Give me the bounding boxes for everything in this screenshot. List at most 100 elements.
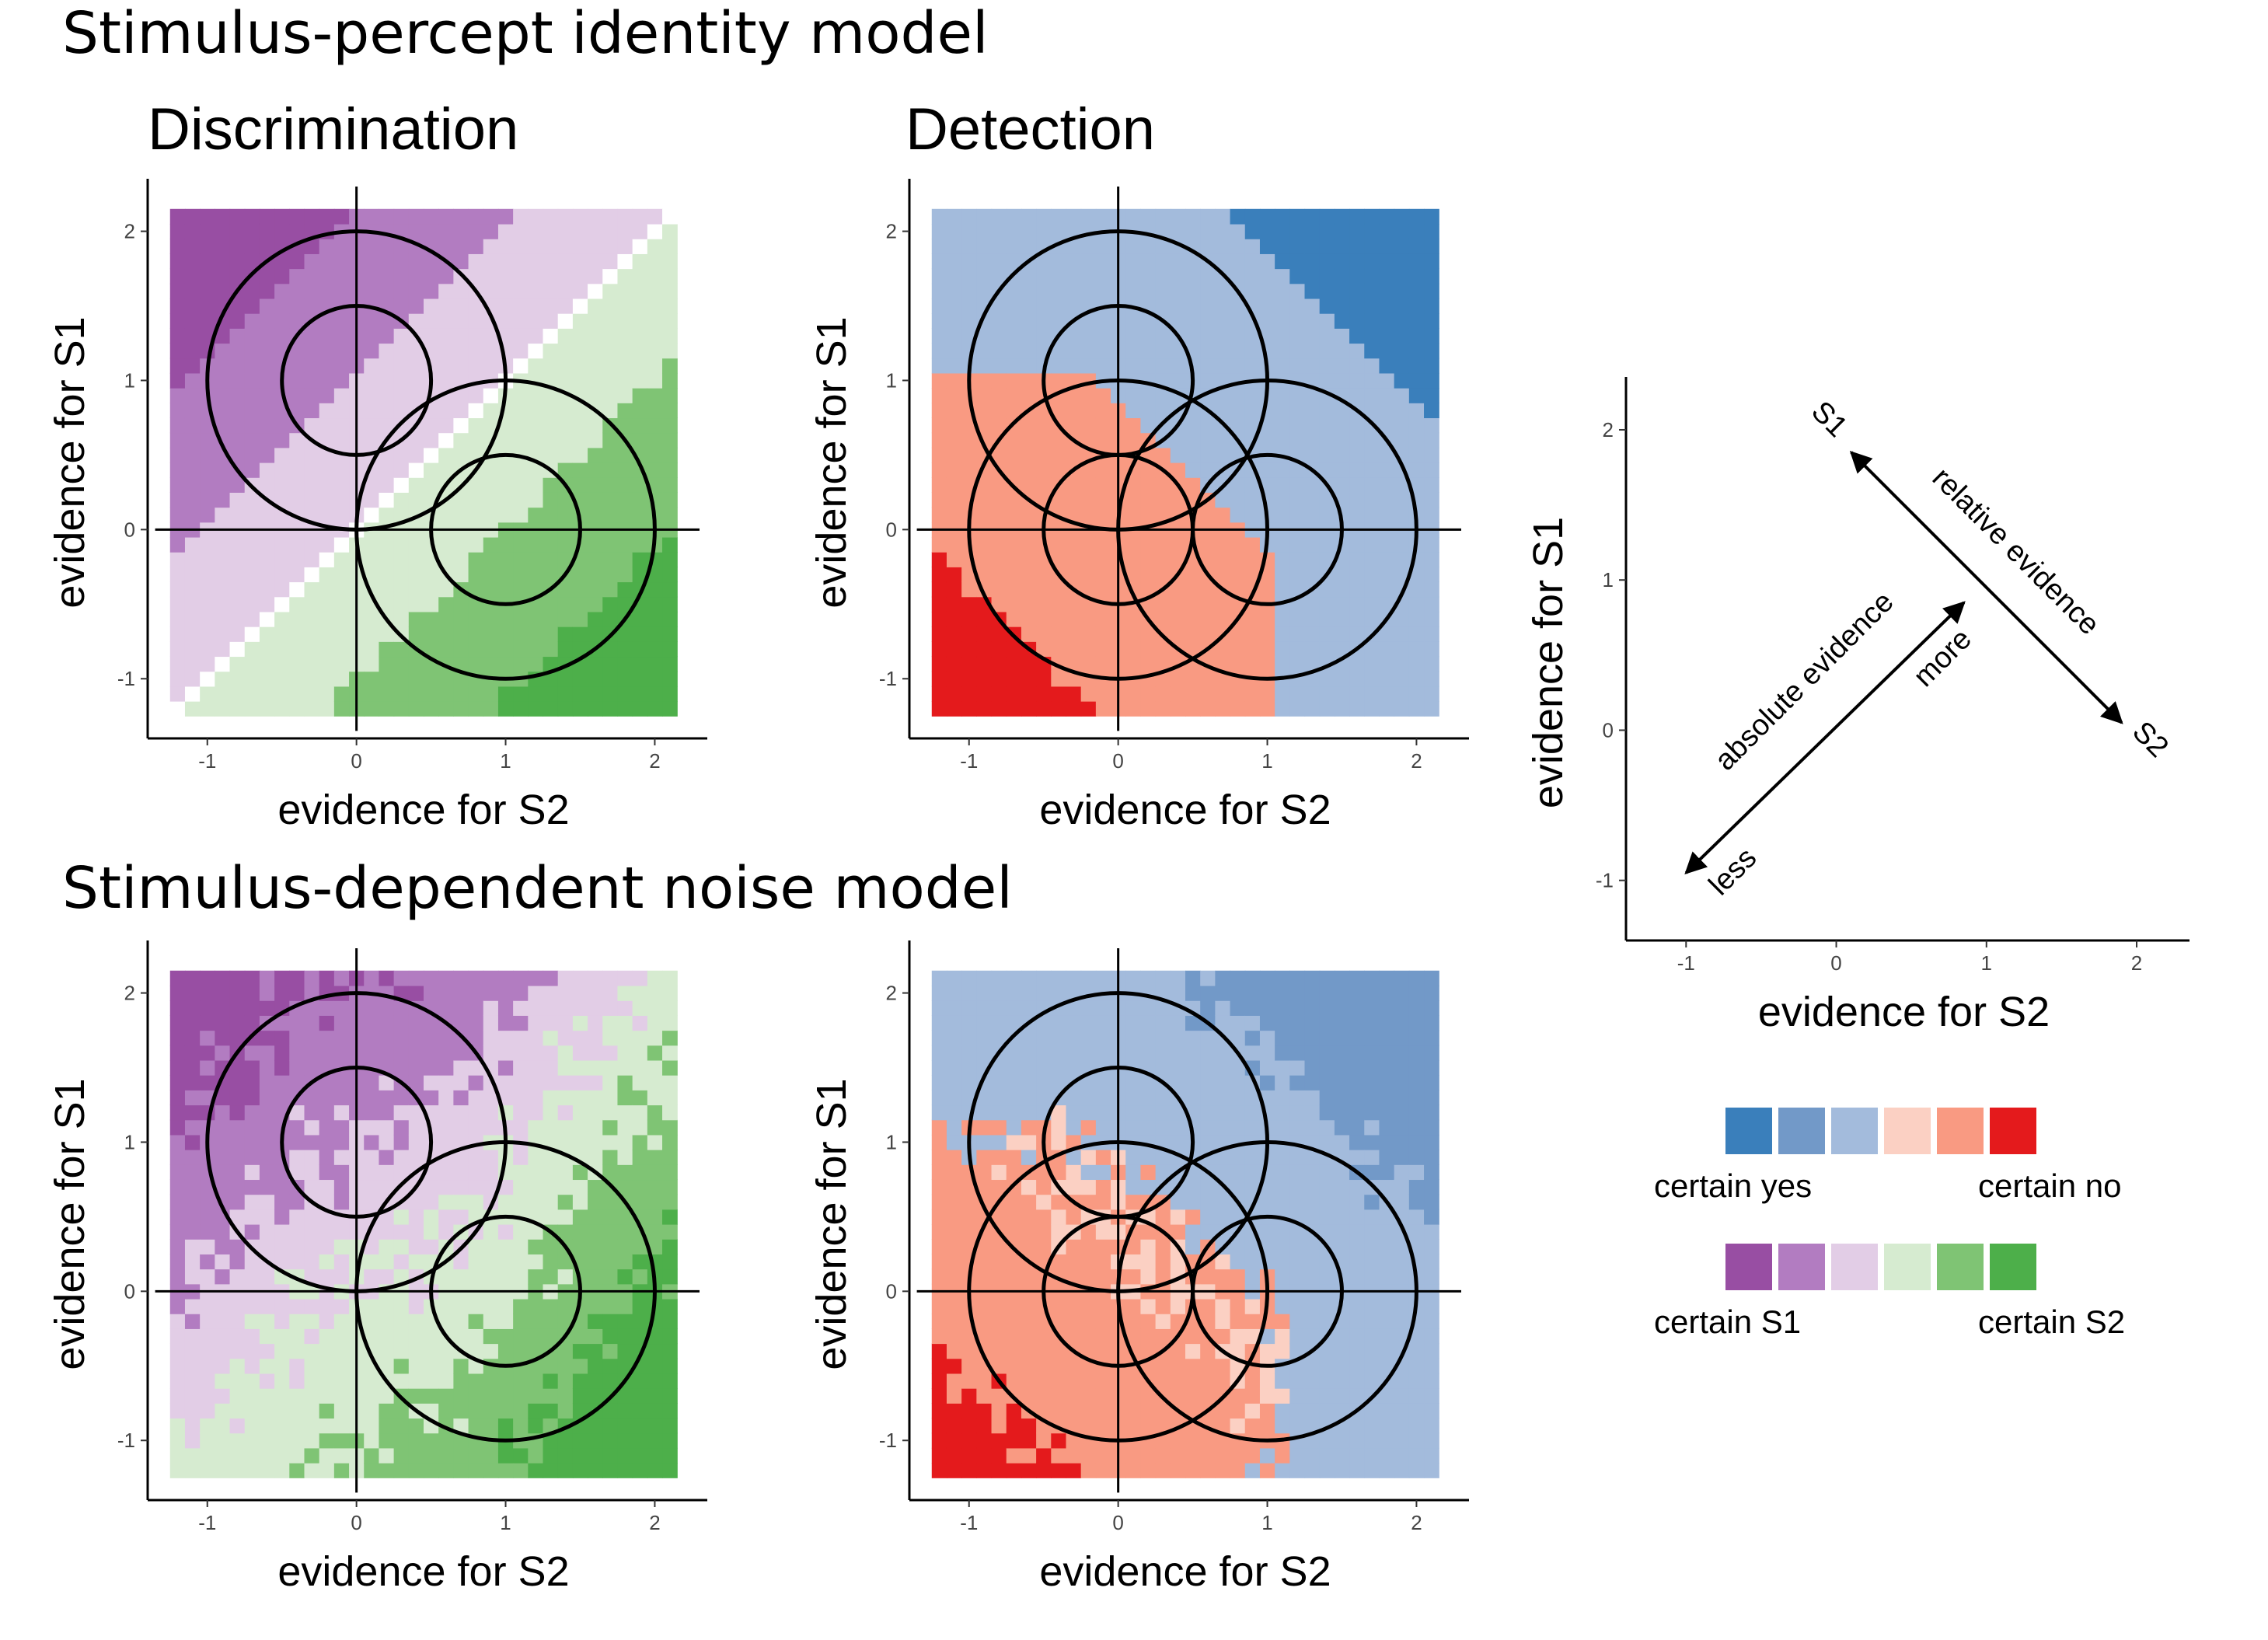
heatmap-cell — [1006, 1432, 1022, 1449]
heatmap-cell — [1125, 1463, 1142, 1478]
heatmap-cell — [1304, 507, 1321, 523]
heatmap-cell — [468, 507, 484, 523]
heatmap-cell — [229, 611, 246, 627]
heatmap-cell — [1095, 492, 1111, 508]
heatmap-cell — [259, 1298, 275, 1314]
heatmap-cell — [453, 1268, 469, 1285]
heatmap-cell — [1334, 1000, 1350, 1016]
heatmap-cell — [1349, 1015, 1365, 1031]
heatmap-cell — [304, 477, 320, 493]
heatmap-cell — [319, 1343, 335, 1359]
heatmap-cell — [364, 1150, 380, 1165]
heatmap-cell — [1200, 462, 1216, 478]
heatmap-cell — [617, 403, 633, 419]
heatmap-cell — [1125, 626, 1142, 642]
heatmap-cell — [617, 1000, 633, 1016]
heatmap-cell — [602, 1418, 619, 1434]
heatmap-cell — [1259, 970, 1275, 986]
heatmap-cell — [438, 1045, 454, 1061]
heatmap-cell — [1424, 1328, 1439, 1345]
heatmap-cell — [244, 1179, 260, 1195]
heatmap-cell — [319, 208, 335, 225]
heatmap-cell — [1319, 372, 1335, 389]
heatmap-cell — [588, 1388, 603, 1404]
heatmap-cell — [364, 1104, 380, 1121]
heatmap-cell — [1215, 253, 1231, 270]
heatmap-cell — [543, 1209, 559, 1225]
heatmap-cell — [483, 1119, 499, 1136]
heatmap-cell — [1349, 596, 1365, 612]
heatmap-cell — [543, 1388, 559, 1404]
heatmap-cell — [1379, 1268, 1395, 1285]
model1-title: Stimulus-percept identity model — [62, 0, 989, 67]
heatmap-cell — [333, 1314, 350, 1329]
heatmap-cell — [408, 1150, 424, 1165]
heatmap-cell — [528, 313, 544, 329]
heatmap-cell — [468, 1015, 484, 1031]
heatmap-cell — [632, 671, 648, 687]
heatmap-cell — [169, 1224, 186, 1240]
heatmap-cell — [931, 1059, 947, 1076]
heatmap-cell — [468, 328, 484, 344]
heatmap-cell — [617, 1418, 633, 1434]
x-axis-label: evidence for S2 — [277, 787, 569, 833]
heatmap-cell — [1334, 1030, 1350, 1046]
heatmap-cell — [1080, 536, 1097, 553]
heatmap-cell — [379, 358, 395, 374]
heatmap-cell — [379, 1239, 395, 1254]
heatmap-cell — [1379, 507, 1395, 523]
heatmap-cell — [1244, 536, 1261, 553]
heatmap-cell — [274, 492, 290, 508]
heatmap-cell — [200, 656, 215, 672]
heatmap-cell — [991, 1119, 1007, 1136]
heatmap-cell — [1349, 417, 1365, 434]
heatmap-cell — [1304, 1388, 1321, 1404]
heatmap-cell — [632, 403, 648, 419]
heatmap-cell — [274, 1298, 290, 1314]
heatmap-cell — [647, 1224, 663, 1240]
heatmap-cell — [319, 1224, 335, 1240]
heatmap-cell — [424, 477, 439, 493]
heatmap-cell — [289, 686, 305, 702]
heatmap-cell — [1140, 1463, 1157, 1478]
heatmap-cell — [991, 1268, 1007, 1285]
heatmap-cell — [1200, 358, 1216, 374]
heatmap-cell — [1021, 1045, 1037, 1061]
heatmap-cell — [1319, 1104, 1335, 1121]
heatmap-cell — [1259, 268, 1275, 284]
heatmap-cell — [1185, 1388, 1201, 1404]
heatmap-cell — [169, 1104, 186, 1121]
heatmap-cell — [169, 626, 186, 642]
heatmap-cell — [961, 671, 977, 687]
heatmap-cell — [319, 1373, 335, 1389]
heatmap-cell — [602, 1432, 619, 1449]
heatmap-cell — [1244, 552, 1261, 567]
heatmap-cell — [1244, 641, 1261, 658]
heatmap-cell — [632, 432, 648, 448]
heatmap-cell — [408, 970, 424, 986]
heatmap-cell — [1289, 328, 1306, 344]
heatmap-cell — [259, 343, 275, 359]
heatmap-cell — [1200, 328, 1216, 344]
heatmap-cell — [976, 1268, 993, 1285]
heatmap-cell — [1304, 1045, 1321, 1061]
heatmap-cell — [931, 1030, 947, 1046]
heatmap-cell — [1006, 298, 1022, 314]
heatmap-cell — [1289, 358, 1306, 374]
heatmap-cell — [364, 626, 380, 642]
heatmap-cell — [393, 1403, 410, 1419]
heatmap-cell — [1080, 1015, 1097, 1031]
heatmap-cell — [483, 1104, 499, 1121]
heatmap-cell — [304, 1119, 320, 1136]
heatmap-cell — [1275, 1254, 1290, 1270]
heatmap-cell — [438, 447, 454, 463]
heatmap-cell — [169, 1209, 186, 1225]
heatmap-cell — [1080, 388, 1097, 403]
heatmap-cell — [1364, 552, 1380, 567]
heatmap-cell — [1259, 686, 1275, 702]
heatmap-cell — [1215, 358, 1231, 374]
heatmap-cell — [1200, 343, 1216, 359]
heatmap-cell — [1304, 970, 1321, 986]
heatmap-cell — [1230, 1090, 1246, 1106]
